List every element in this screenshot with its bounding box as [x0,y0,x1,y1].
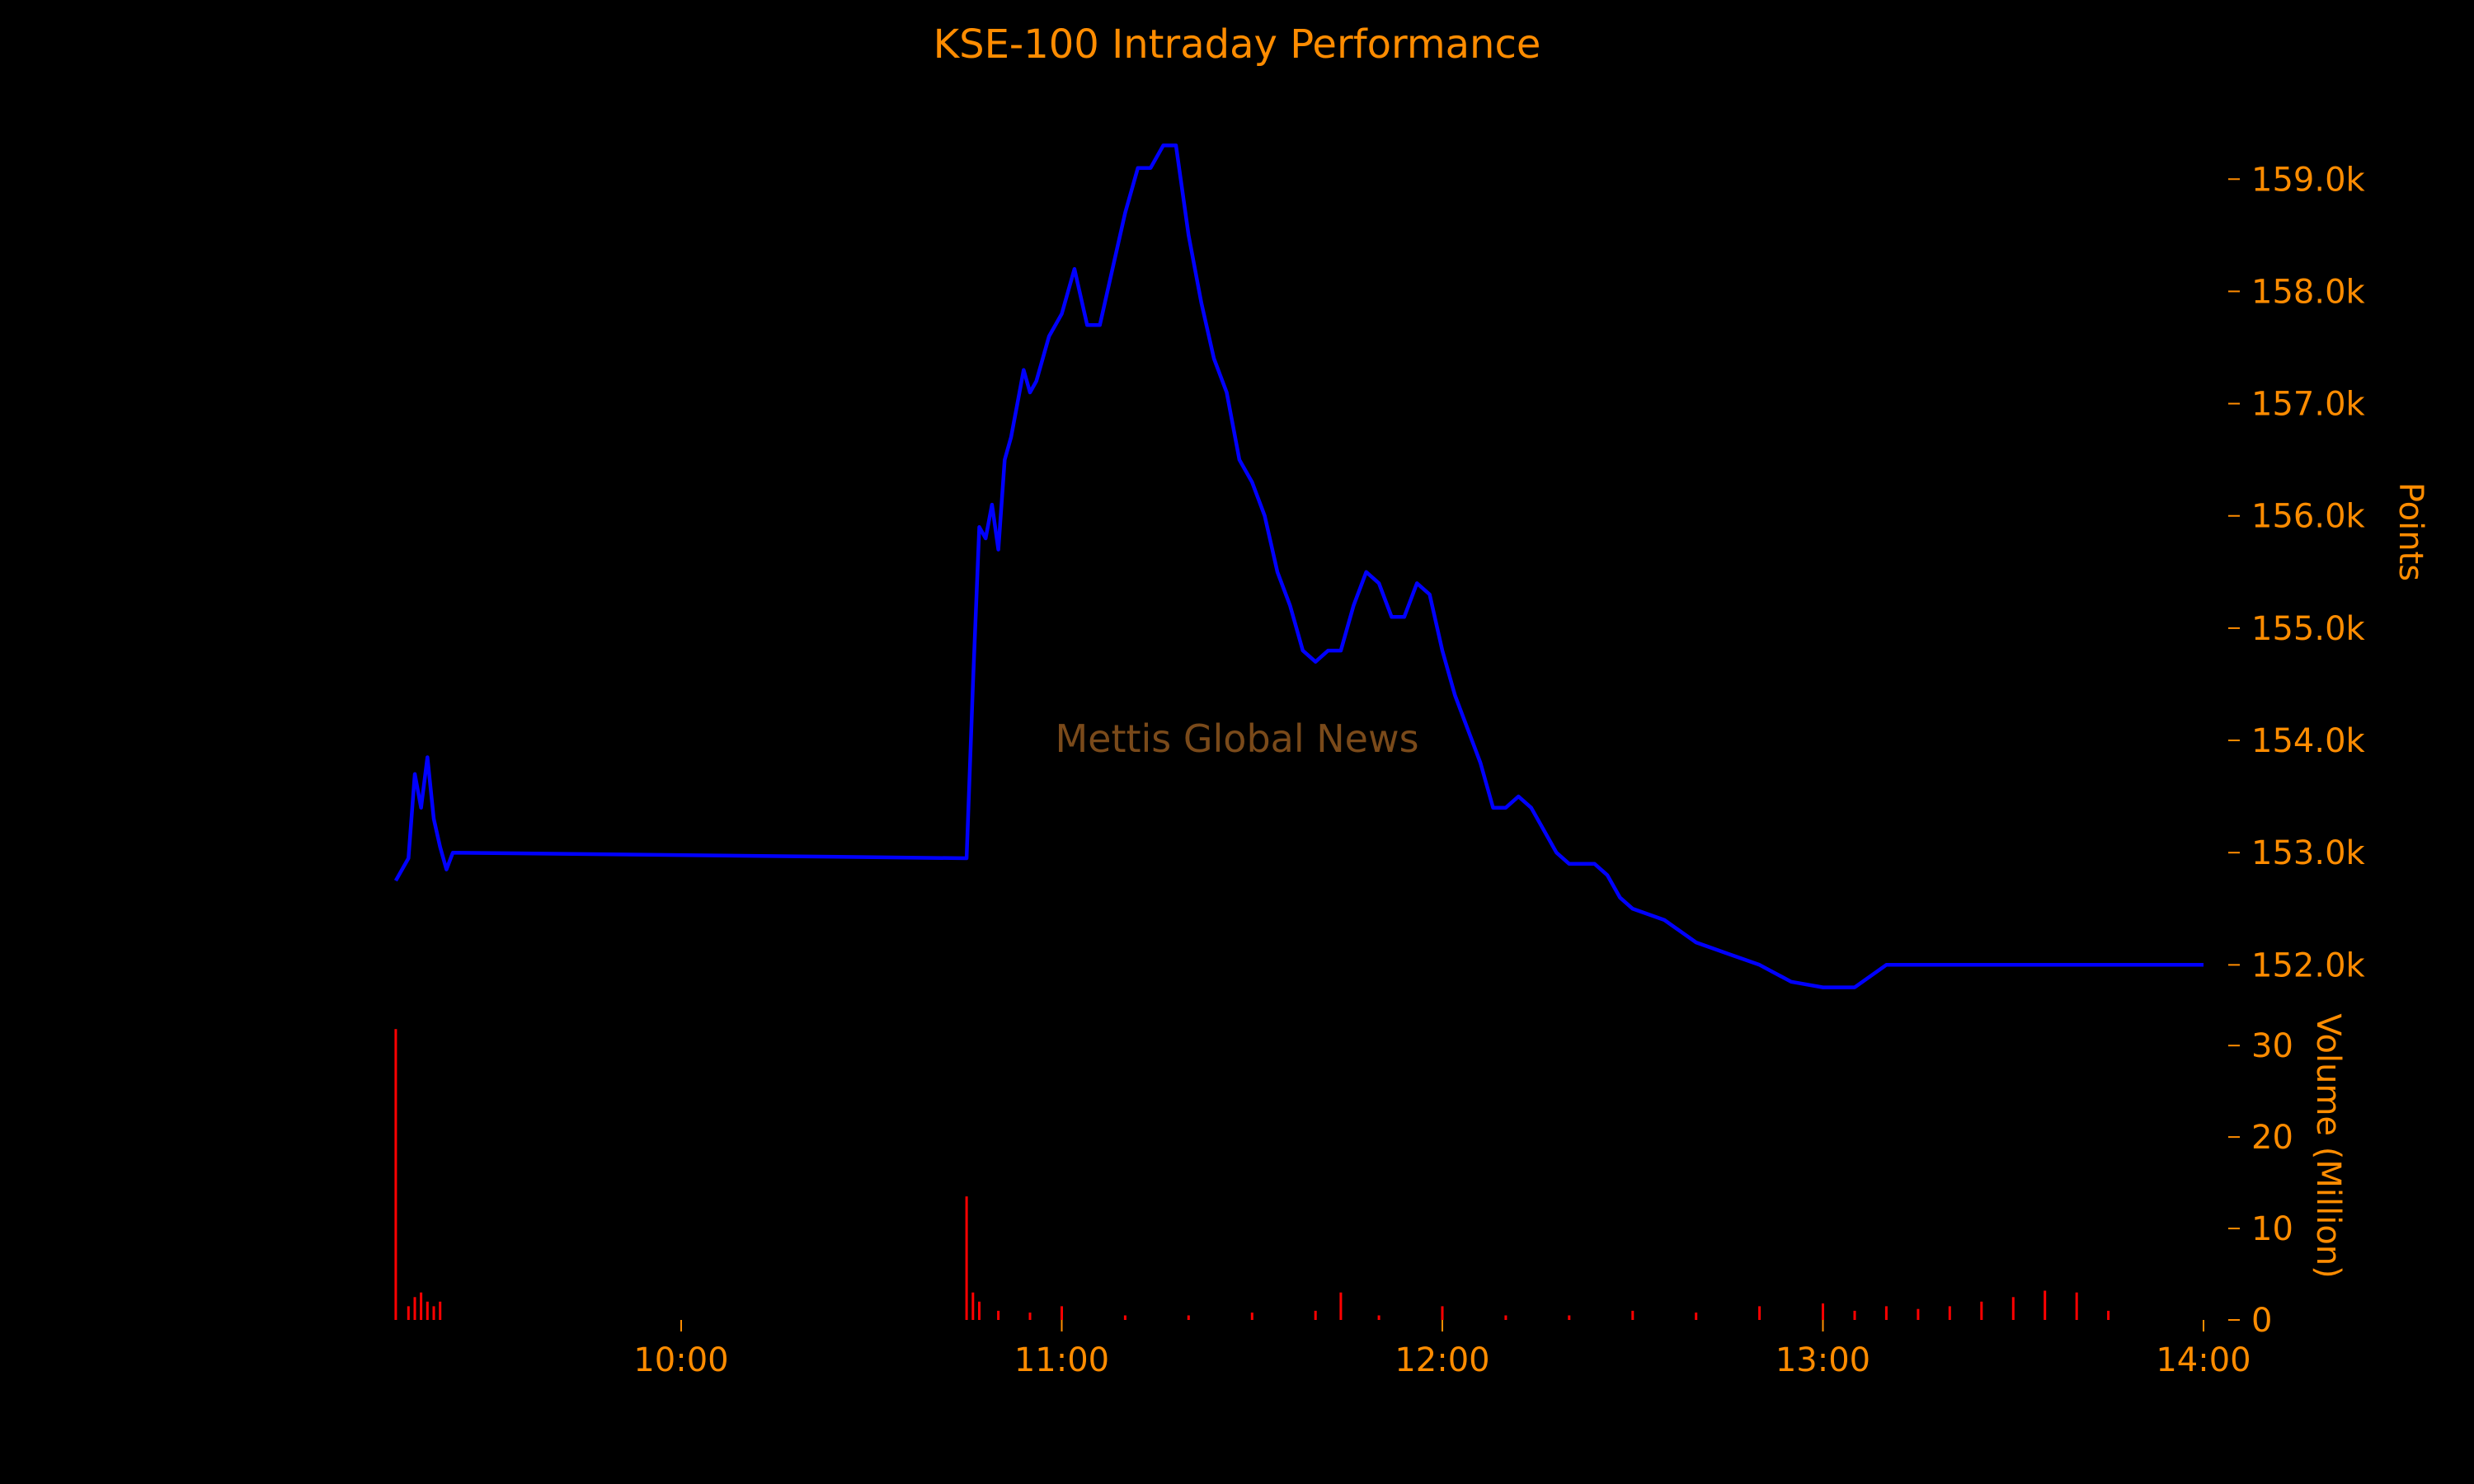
volume-panel: 0 10 20 30 [394,1027,2293,1340]
price-axis-label: Points [2392,482,2429,581]
volume-bar [413,1297,416,1320]
x-tick-label: 12:00 [1395,1341,1489,1379]
volume-bar [1980,1301,1983,1320]
x-axis: 10:00 11:00 12:00 13:00 14:00 [633,1320,2251,1379]
volume-bar [407,1306,410,1320]
volume-bar [426,1301,429,1320]
volume-tick-label: 30 [2251,1027,2293,1065]
volume-bar [1853,1310,1856,1320]
volume-bar [971,1292,975,1320]
volume-bar [420,1292,423,1320]
volume-bar [1695,1313,1698,1320]
volume-bar [1631,1310,1634,1320]
volume-bar [1339,1292,1343,1320]
volume-bar [1187,1315,1190,1320]
volume-bar [997,1310,1000,1320]
chart-title: KSE-100 Intraday Performance [934,21,1541,68]
volume-bar [1917,1308,1920,1320]
price-tick-label: 156.0k [2251,498,2366,536]
volume-bar [1028,1313,1032,1320]
volume-bar [1948,1306,1951,1320]
volume-bar [1441,1306,1444,1320]
volume-bar [2107,1310,2110,1320]
volume-bar [1250,1313,1253,1320]
volume-bar [1061,1306,1063,1320]
volume-bar [1568,1315,1571,1320]
volume-bar [439,1301,442,1320]
volume-bar [1758,1306,1761,1320]
price-series-line [393,143,2204,989]
x-tick-label: 13:00 [1776,1341,1870,1379]
price-tick-label: 154.0k [2251,722,2366,760]
volume-bar [1314,1310,1317,1320]
x-tick-label: 14:00 [2156,1341,2251,1379]
x-tick-label: 11:00 [1014,1341,1109,1379]
price-tick-label: 157.0k [2251,386,2366,424]
price-tick-label: 158.0k [2251,273,2366,311]
volume-tick-label: 0 [2251,1302,2272,1340]
volume-bar [1504,1315,1507,1320]
price-tick-label: 155.0k [2251,610,2366,648]
price-tick-label: 159.0k [2251,161,2366,199]
price-tick-label: 153.0k [2251,834,2366,872]
volume-bar [1822,1303,1824,1320]
volume-axis-label: Volume (Million) [2309,1013,2347,1278]
volume-bar [432,1306,435,1320]
x-tick-label: 10:00 [633,1341,728,1379]
volume-tick-label: 20 [2251,1119,2293,1157]
watermark-text: Mettis Global News [1055,716,1418,761]
price-tick-label: 152.0k [2251,946,2366,984]
volume-bar [978,1301,981,1320]
volume-bar [965,1196,968,1320]
volume-bar [2011,1297,2015,1320]
price-panel: 152.0k 153.0k 154.0k 155.0k 156.0k 157.0k 158.… [393,143,2366,989]
volume-bar [1123,1315,1126,1320]
volume-bar [2044,1290,2047,1320]
volume-bar [394,1029,397,1320]
volume-bar [1377,1315,1380,1320]
volume-bar [1884,1306,1888,1320]
volume-bar [2075,1292,2078,1320]
volume-tick-label: 10 [2251,1210,2293,1248]
